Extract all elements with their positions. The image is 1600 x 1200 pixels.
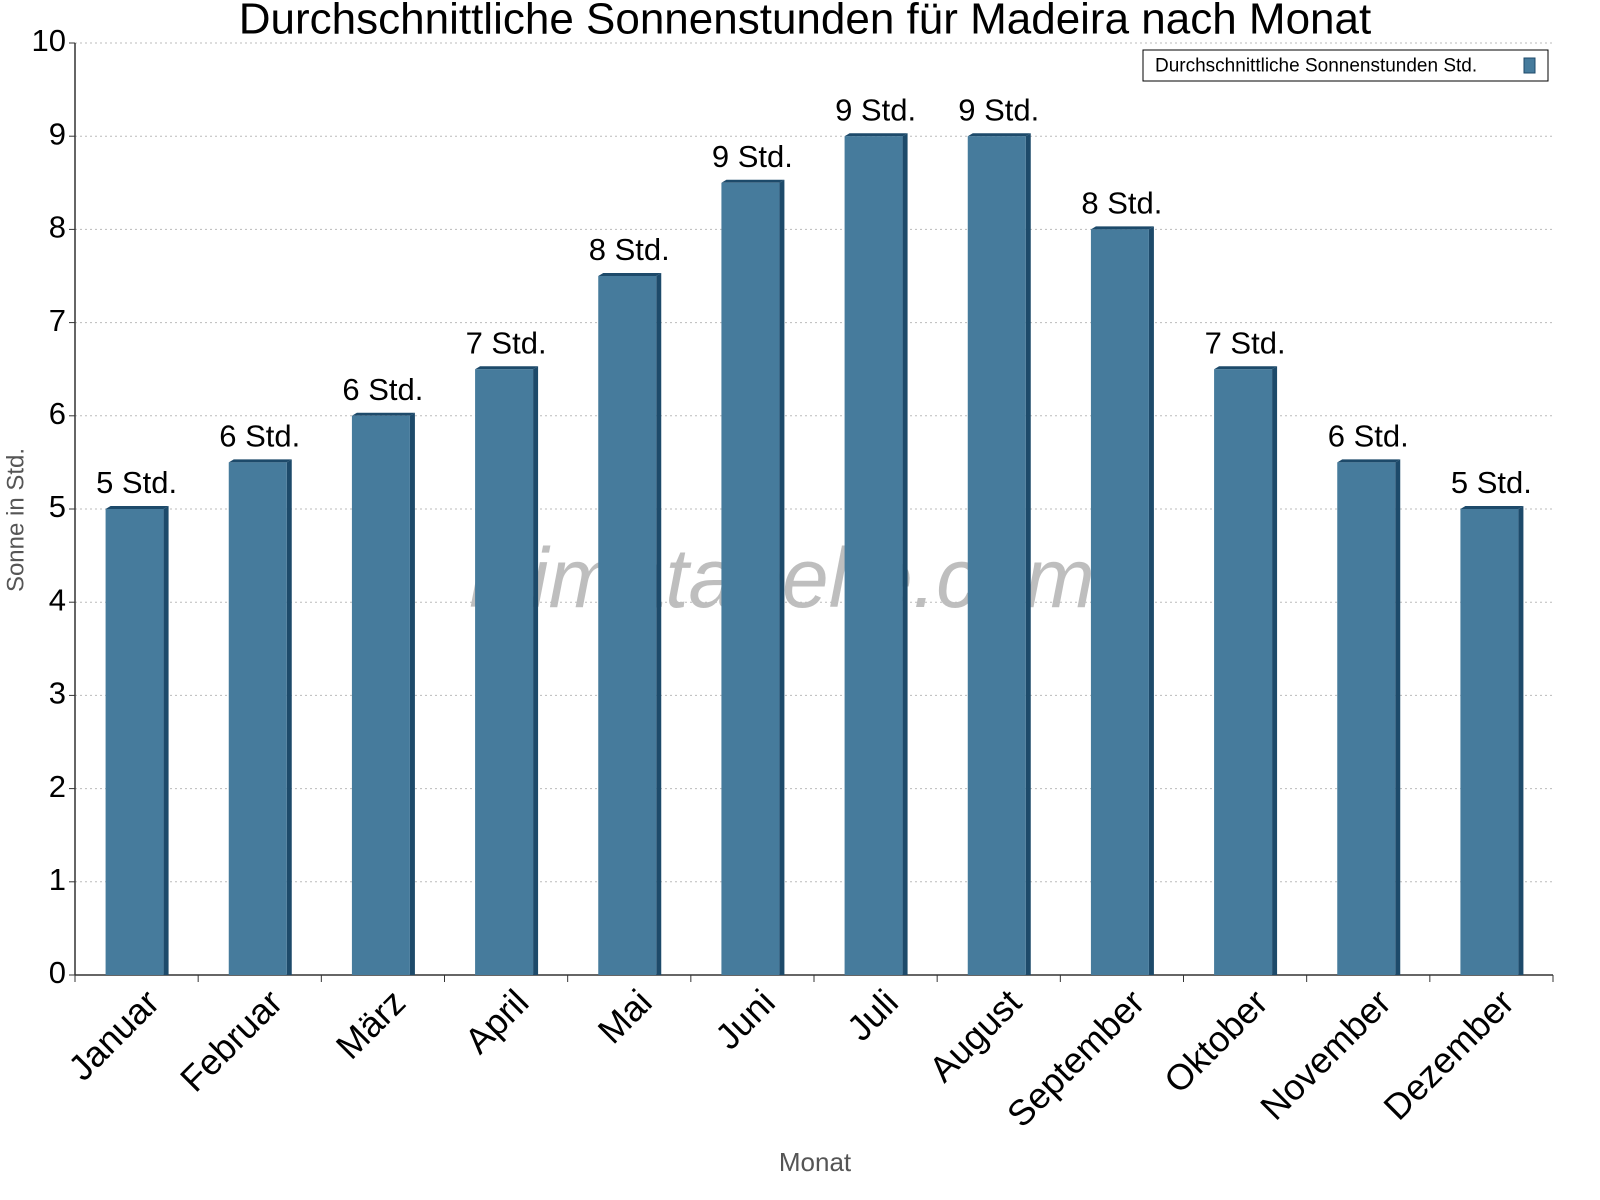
value-label: 5 Std. bbox=[1451, 465, 1532, 500]
bar-top bbox=[1214, 366, 1278, 370]
value-label: 7 Std. bbox=[466, 325, 547, 360]
y-tick-label: 7 bbox=[49, 303, 66, 338]
bar-top bbox=[1460, 506, 1524, 509]
bar bbox=[844, 136, 903, 975]
value-label: 9 Std. bbox=[835, 92, 916, 127]
legend-box bbox=[1142, 49, 1549, 82]
y-tick-label: 5 bbox=[49, 489, 66, 524]
y-tick-label: 6 bbox=[49, 396, 66, 431]
bar-side bbox=[163, 506, 169, 975]
bar-top bbox=[1090, 226, 1154, 230]
bar-side bbox=[1025, 133, 1031, 975]
bar-side bbox=[286, 459, 292, 975]
y-tick-label: 4 bbox=[49, 582, 66, 617]
bar bbox=[1090, 229, 1149, 975]
bar-side bbox=[656, 273, 662, 975]
value-label: 8 Std. bbox=[589, 232, 670, 267]
bar-side bbox=[902, 133, 908, 975]
y-tick-label: 2 bbox=[49, 769, 66, 804]
y-axis-label: Sonne in Std. bbox=[2, 448, 29, 592]
y-tick-label: 8 bbox=[49, 210, 66, 245]
bar-top bbox=[967, 133, 1031, 137]
bar-side bbox=[1395, 459, 1401, 975]
bar bbox=[721, 182, 780, 976]
bar-top bbox=[105, 506, 169, 509]
value-label: 6 Std. bbox=[219, 419, 300, 454]
value-label: 9 Std. bbox=[712, 139, 793, 174]
value-label: 6 Std. bbox=[342, 372, 423, 407]
bar-side bbox=[1272, 366, 1278, 975]
y-tick-label: 10 bbox=[32, 23, 66, 58]
value-label: 9 Std. bbox=[958, 92, 1039, 127]
value-label: 8 Std. bbox=[1081, 186, 1162, 221]
bar-top bbox=[228, 459, 292, 463]
bar bbox=[351, 415, 410, 975]
bar-top bbox=[1337, 459, 1401, 463]
legend: Durchschnittliche Sonnenstunden Std. bbox=[1142, 49, 1549, 82]
bar bbox=[598, 276, 657, 975]
bar bbox=[1214, 369, 1273, 975]
bar-top bbox=[475, 366, 539, 370]
chart-title: Durchschnittliche Sonnenstunden für Made… bbox=[239, 0, 1371, 44]
legend-swatch bbox=[1523, 57, 1536, 74]
bar bbox=[105, 509, 164, 975]
bar-side bbox=[409, 412, 415, 975]
bar-top bbox=[721, 179, 785, 183]
bar bbox=[967, 136, 1026, 975]
legend-label: Durchschnittliche Sonnenstunden Std. bbox=[1155, 56, 1477, 77]
value-label: 5 Std. bbox=[96, 465, 177, 500]
bar-top bbox=[844, 133, 908, 137]
bar-side bbox=[779, 179, 785, 976]
x-axis-label: Monat bbox=[779, 1147, 852, 1177]
bar bbox=[1337, 462, 1396, 975]
value-label: 6 Std. bbox=[1328, 419, 1409, 454]
y-tick-label: 0 bbox=[49, 955, 66, 990]
bar-top bbox=[351, 412, 415, 416]
bar bbox=[1460, 509, 1519, 975]
bar bbox=[228, 462, 287, 975]
bar bbox=[475, 369, 534, 975]
value-label: 7 Std. bbox=[1205, 325, 1286, 360]
bar-side bbox=[533, 366, 539, 975]
y-tick-label: 3 bbox=[49, 676, 66, 711]
y-tick-label: 9 bbox=[49, 116, 66, 151]
bar-side bbox=[1518, 506, 1524, 975]
y-tick-label: 1 bbox=[49, 862, 66, 897]
bar-side bbox=[1148, 226, 1154, 975]
bar-top bbox=[598, 273, 662, 276]
